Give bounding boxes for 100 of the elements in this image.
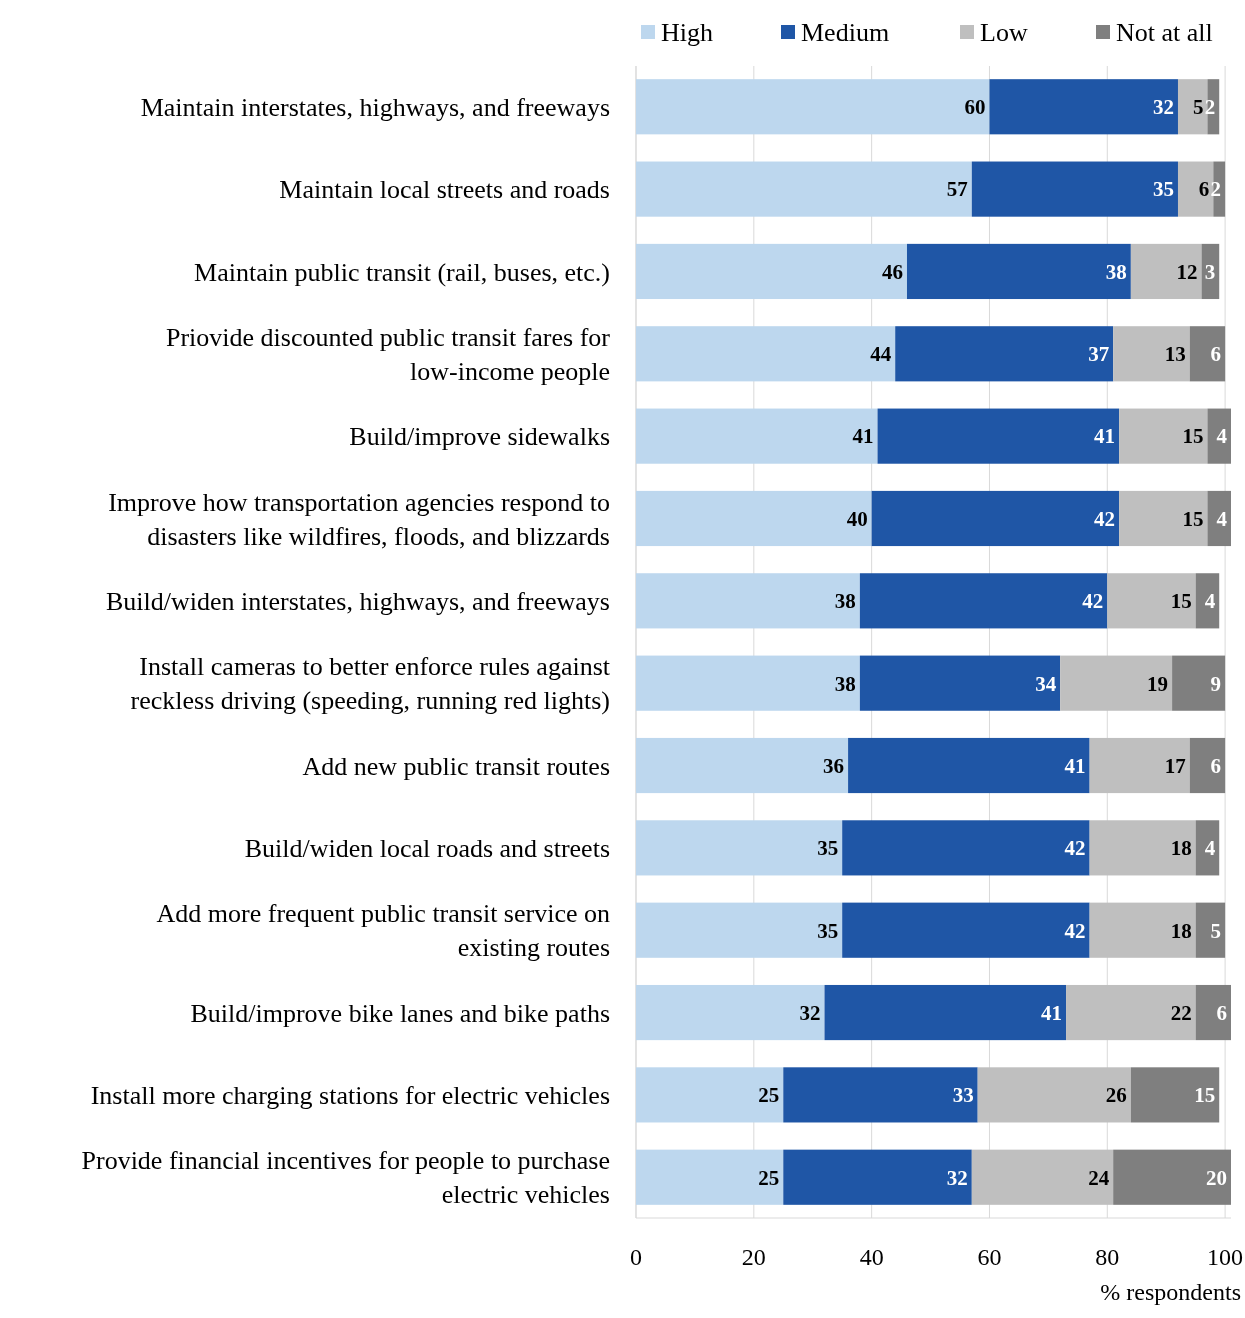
bar [636, 655, 860, 711]
data-label: 32 [799, 1000, 821, 1025]
bar [977, 1067, 1131, 1123]
data-label: 25 [758, 1165, 780, 1190]
data-label: 25 [758, 1083, 780, 1108]
data-label: 5 [1192, 95, 1204, 120]
y-tick-label: Build/improve sidewalks [349, 422, 610, 452]
data-label: 9 [1210, 671, 1222, 696]
data-label: 57 [946, 177, 968, 202]
bar [842, 820, 1090, 876]
bar [636, 1067, 784, 1123]
bar [1060, 655, 1173, 711]
y-tick-label: Priovide discounted public transit fares for low-income people [165, 322, 611, 386]
data-label: 6 [1210, 342, 1222, 367]
x-tick-label: 40 [859, 1244, 884, 1270]
x-axis-title: % respondents [1100, 1279, 1241, 1305]
data-label: 5 [1210, 918, 1222, 943]
bar [871, 490, 1120, 547]
y-tick-label: Maintain interstates, highways, and freeways [140, 92, 610, 122]
data-label: 4 [1204, 589, 1216, 614]
data-label: 38 [1105, 259, 1127, 284]
bar [859, 655, 1061, 711]
bar [636, 161, 972, 217]
data-label: 26 [1105, 1083, 1127, 1108]
data-label: 12 [1176, 259, 1198, 284]
bar [1089, 902, 1196, 958]
bar [848, 737, 1090, 794]
x-tick-label: 80 [1095, 1244, 1120, 1270]
bar [636, 243, 907, 300]
data-label: 42 [1064, 918, 1086, 943]
bar [1172, 655, 1226, 711]
data-label: 6 [1198, 177, 1210, 202]
data-label: 42 [1082, 589, 1104, 614]
bar [636, 984, 825, 1041]
legend-label: Not at all [1116, 18, 1213, 48]
y-tick-label: Maintain local streets and roads [279, 175, 610, 205]
bar [1113, 1149, 1231, 1205]
y-tick-label: Build/improve bike lanes and bike paths [190, 998, 610, 1028]
data-label: 32 [946, 1165, 968, 1190]
bar [1130, 1067, 1220, 1123]
bar [989, 79, 1178, 135]
bar [783, 1067, 978, 1123]
y-tick-label: Install more charging stations for electric vehicles [90, 1080, 610, 1110]
bar [1089, 737, 1190, 794]
bar [636, 737, 849, 794]
data-label: 22 [1170, 1000, 1192, 1025]
data-label: 6 [1210, 753, 1222, 778]
bar [1189, 737, 1226, 794]
data-label: 34 [1035, 671, 1057, 696]
x-tick-label: 60 [977, 1244, 1002, 1270]
data-label: 15 [1194, 1083, 1216, 1108]
x-tick-label: 0 [630, 1244, 642, 1270]
bar [971, 1149, 1114, 1205]
y-tick-label: Add more frequent public transit service on existing routes [156, 899, 610, 963]
bar [1195, 820, 1220, 876]
data-label: 2 [1210, 177, 1222, 202]
bar [1066, 984, 1196, 1041]
data-label: 18 [1170, 918, 1192, 943]
data-label: 42 [1064, 836, 1086, 861]
y-tick-label: Install cameras to better enforce rules against reckless driving (speeding, running red lights) [130, 652, 611, 716]
bar [783, 1149, 972, 1205]
legend-label: High [661, 18, 713, 48]
data-label: 15 [1182, 506, 1204, 531]
data-label: 40 [846, 506, 868, 531]
data-label: 37 [1088, 342, 1110, 367]
data-label: 4 [1204, 836, 1216, 861]
y-tick-label: Provide financial incentives for people to purchase electric vehicles [81, 1146, 610, 1210]
data-label: 3 [1204, 259, 1216, 284]
data-label: 44 [870, 342, 892, 367]
bar [824, 984, 1067, 1041]
y-tick-label: Add new public transit routes [302, 751, 610, 781]
data-label: 19 [1147, 671, 1169, 696]
y-tick-label: Maintain public transit (rail, buses, etc.) [194, 257, 610, 287]
data-label: 17 [1164, 753, 1186, 778]
data-label: 6 [1216, 1000, 1227, 1025]
legend-label: Medium [801, 18, 890, 48]
data-label: 41 [1041, 1000, 1063, 1025]
bar [1207, 408, 1231, 464]
data-label: 35 [817, 836, 839, 861]
data-label: 38 [834, 589, 856, 614]
bar [895, 326, 1114, 382]
data-label: 33 [952, 1083, 974, 1108]
data-label: 41 [852, 424, 874, 449]
bar [1107, 573, 1196, 629]
data-label: 2 [1204, 95, 1216, 120]
bar [971, 161, 1178, 217]
bar [636, 490, 872, 547]
bar [1195, 573, 1220, 629]
data-label: 41 [1064, 753, 1086, 778]
data-label: 38 [834, 671, 856, 696]
bar [1195, 902, 1226, 958]
bar [1119, 408, 1208, 464]
data-label: 41 [1094, 424, 1116, 449]
bar [636, 408, 878, 464]
bar [636, 79, 990, 135]
bar [842, 902, 1090, 958]
bar [1207, 490, 1231, 547]
bar [1213, 161, 1226, 217]
y-tick-label: Build/widen local roads and streets [244, 833, 610, 863]
x-tick-label: 100 [1207, 1244, 1244, 1270]
